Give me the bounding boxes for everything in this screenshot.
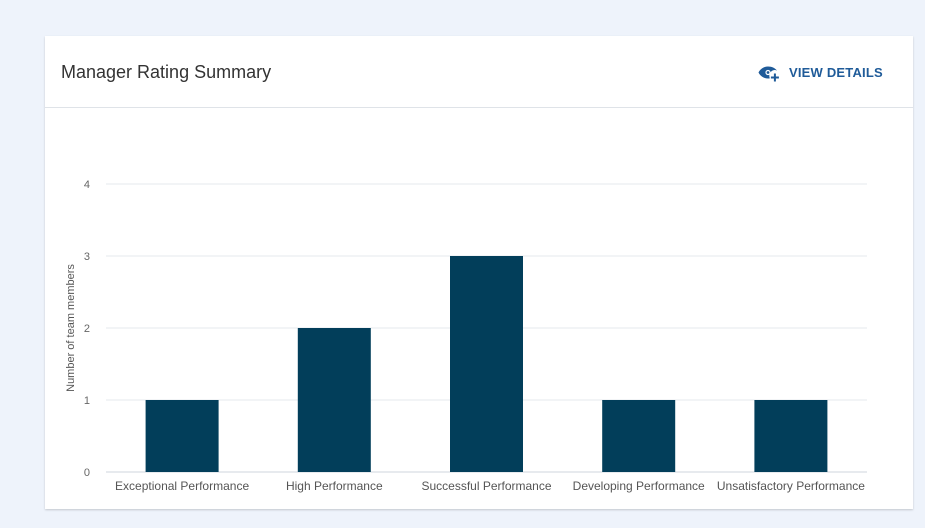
- card-header: Manager Rating Summary VIEW DETAILS: [45, 36, 913, 108]
- axis-layer: 0 1 2 3 4 Exceptional Performance High Perform…: [84, 179, 865, 493]
- x-tick-label: High Performance: [286, 479, 383, 493]
- bar-2[interactable]: [450, 256, 523, 472]
- x-tick-label: Exceptional Performance: [115, 479, 249, 493]
- x-tick-label: Developing Performance: [573, 479, 705, 493]
- view-details-button[interactable]: VIEW DETAILS: [757, 60, 883, 84]
- card-title: Manager Rating Summary: [61, 62, 272, 82]
- y-tick-label: 0: [84, 467, 90, 479]
- bar-1[interactable]: [297, 328, 371, 472]
- eye-plus-icon: [757, 60, 781, 84]
- y-tick-label: 1: [84, 395, 90, 407]
- y-axis-label: Number of team members: [65, 264, 77, 392]
- y-tick-label: 4: [84, 179, 90, 191]
- bar-4[interactable]: [754, 400, 828, 472]
- bar-0[interactable]: [145, 400, 219, 472]
- bars-layer: [145, 256, 828, 472]
- x-tick-label: Unsatisfactory Performance: [717, 479, 865, 493]
- chart-area: 0 1 2 3 4 Exceptional Performance High Perform…: [45, 109, 913, 509]
- view-details-label: VIEW DETAILS: [789, 64, 883, 80]
- bar-3[interactable]: [602, 400, 676, 472]
- x-tick-label: Successful Performance: [421, 479, 551, 493]
- y-tick-label: 2: [84, 323, 90, 335]
- bar-chart: 0 1 2 3 4 Exceptional Performance High Perform…: [65, 179, 867, 493]
- rating-summary-card: Manager Rating Summary VIEW DETAILS 0 1 2 3…: [45, 36, 913, 509]
- y-tick-label: 3: [84, 251, 90, 263]
